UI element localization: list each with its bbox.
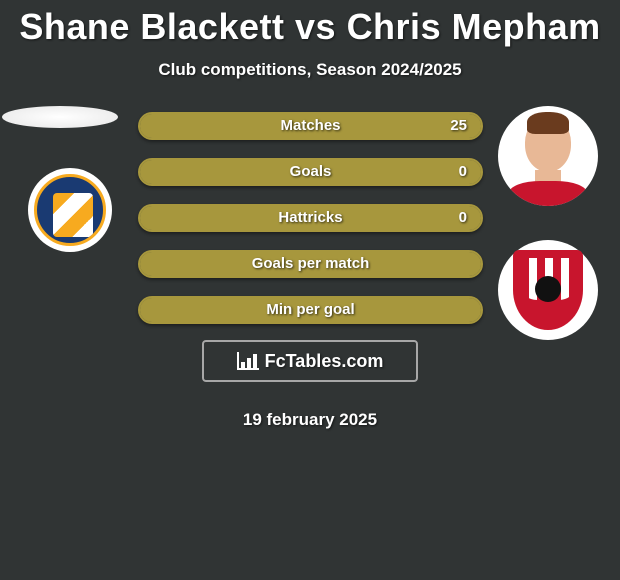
bar-chart-icon	[237, 352, 259, 370]
watermark-text: FcTables.com	[265, 351, 384, 372]
player2-name: Chris Mepham	[347, 6, 601, 47]
stat-row-matches: Matches 25	[138, 112, 483, 140]
date-stamp: 19 february 2025	[0, 410, 620, 430]
watermark: FcTables.com	[202, 340, 418, 382]
stat-label: Hattricks	[140, 206, 481, 230]
stat-label: Goals per match	[140, 252, 481, 276]
stat-label: Goals	[140, 160, 481, 184]
stat-label: Min per goal	[140, 298, 481, 322]
player1-portrait	[2, 106, 118, 128]
stat-row-goals: Goals 0	[138, 158, 483, 186]
stats-area: Matches 25 Goals 0 Hattricks 0 Goals per…	[0, 110, 620, 370]
stat-row-goals-per-match: Goals per match	[138, 250, 483, 278]
stat-row-min-per-goal: Min per goal	[138, 296, 483, 324]
sunderland-badge-icon	[513, 250, 583, 330]
stat-right-value: 0	[459, 160, 467, 184]
player1-club-crest	[28, 168, 112, 252]
player2-club-crest	[498, 240, 598, 340]
page-title: Shane Blackett vs Chris Mepham	[0, 0, 620, 48]
player1-name: Shane Blackett	[19, 6, 284, 47]
luton-badge-icon	[34, 174, 106, 246]
vs-text: vs	[295, 6, 336, 47]
stat-label: Matches	[140, 114, 481, 138]
stat-row-hattricks: Hattricks 0	[138, 204, 483, 232]
stat-right-value: 25	[450, 114, 467, 138]
player2-portrait	[498, 106, 598, 206]
subtitle: Club competitions, Season 2024/2025	[0, 60, 620, 80]
stat-right-value: 0	[459, 206, 467, 230]
